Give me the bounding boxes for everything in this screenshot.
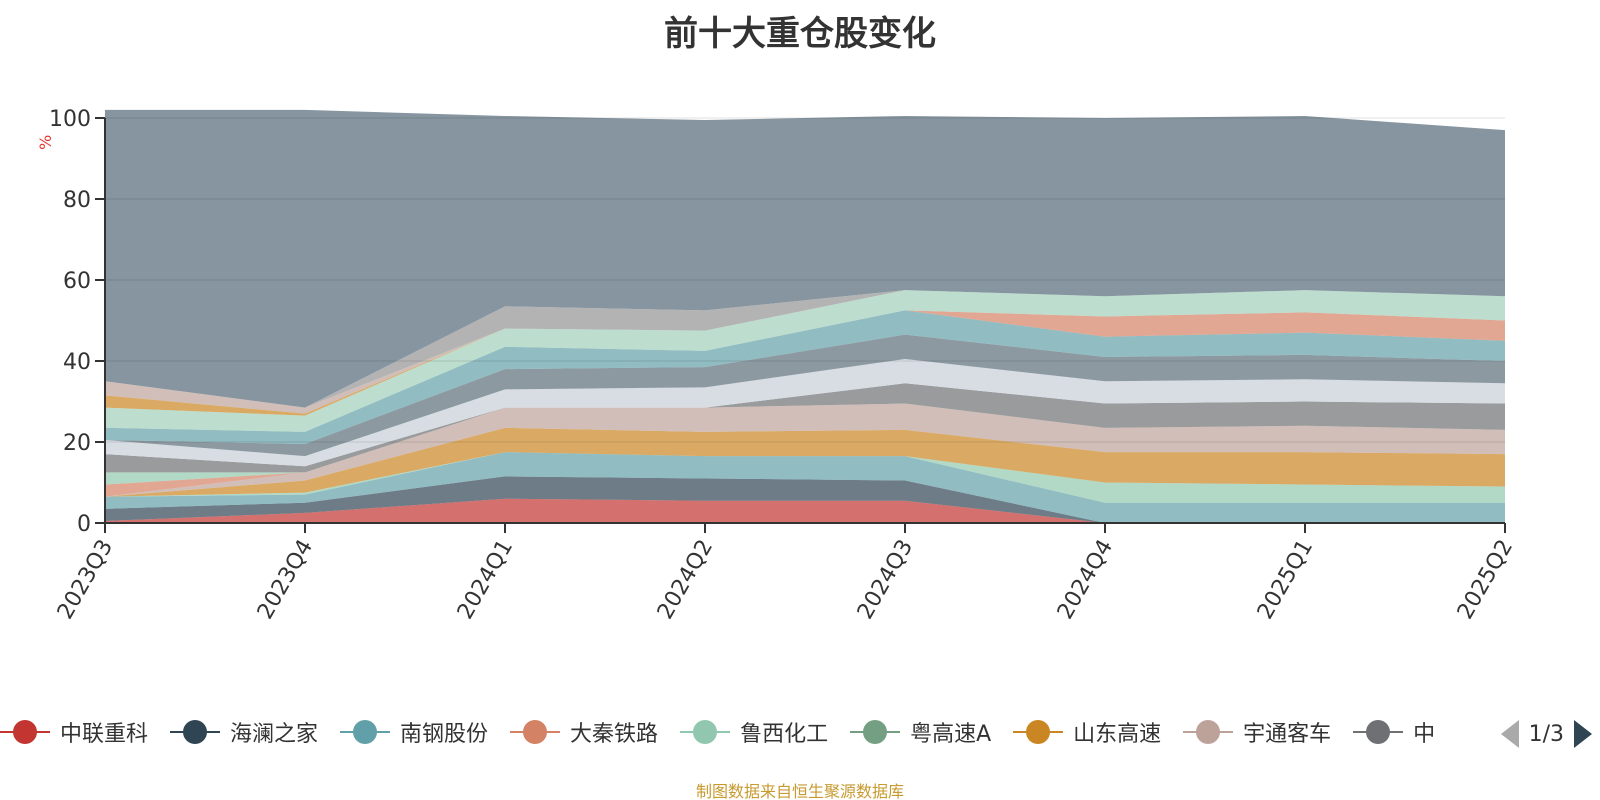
legend-item[interactable]: 山东高速 bbox=[1013, 716, 1161, 748]
y-tick-label: 0 bbox=[77, 512, 91, 537]
y-tick-label: 60 bbox=[63, 269, 91, 294]
legend-item[interactable]: 宇通客车 bbox=[1183, 716, 1331, 748]
area-layer-13 bbox=[105, 290, 1505, 432]
x-tick-label: 2023Q3 bbox=[53, 536, 118, 624]
legend-item[interactable]: 鲁西化工 bbox=[680, 716, 828, 748]
x-tick-label: 2024Q3 bbox=[853, 536, 918, 624]
area-layer-8 bbox=[105, 383, 1505, 473]
legend-marker-icon bbox=[0, 720, 50, 744]
x-tick-label: 2024Q2 bbox=[653, 536, 718, 624]
legend-label: 中 bbox=[1413, 722, 1436, 747]
y-tick-label: 20 bbox=[63, 431, 91, 456]
y-tick-label: 100 bbox=[49, 107, 91, 132]
legend-label: 山东高速 bbox=[1073, 722, 1162, 747]
legend-pager: 1/3 bbox=[1500, 716, 1592, 752]
area-layer-17 bbox=[105, 109, 1505, 408]
legend: 中联重科 海澜之家 南钢股份 大秦铁路 鲁西化工 粤高速A 山东高速 宇通客车 中 bbox=[0, 716, 1490, 752]
area-layer-2 bbox=[105, 452, 1505, 523]
area-layer-3 bbox=[105, 452, 1505, 503]
legend-item[interactable]: 粤高速A bbox=[850, 716, 991, 748]
x-tick-label: 2025Q2 bbox=[1453, 536, 1518, 624]
legend-label: 海澜之家 bbox=[230, 722, 319, 747]
legend-label: 粤高速A bbox=[910, 722, 992, 747]
legend-marker-icon bbox=[680, 720, 731, 744]
x-tick-label: 2024Q1 bbox=[453, 536, 518, 624]
area-layer-10 bbox=[105, 334, 1505, 457]
chart-title: 前十大重仓股变化 bbox=[664, 14, 936, 54]
legend-item[interactable]: 大秦铁路 bbox=[510, 716, 658, 748]
area-layer-12 bbox=[105, 310, 1505, 432]
legend-label: 南钢股份 bbox=[400, 722, 489, 747]
legend-label: 大秦铁路 bbox=[570, 722, 659, 747]
area-layer-11 bbox=[105, 310, 1505, 445]
area-layer-1 bbox=[105, 476, 1505, 523]
previous-page-icon[interactable] bbox=[1500, 720, 1519, 748]
legend-item[interactable]: 中联重科 bbox=[0, 716, 148, 748]
legend-marker-icon bbox=[170, 720, 221, 744]
x-tick-label: 2023Q4 bbox=[253, 536, 318, 624]
stacked-area-chart: 0 20 40 60 80 100 2023Q3 2023Q4 2024Q1 2024Q2 2024… bbox=[49, 107, 1518, 624]
page-indicator: 1/3 bbox=[1528, 721, 1564, 747]
legend-label: 鲁西化工 bbox=[740, 722, 829, 747]
legend-marker-icon bbox=[1013, 720, 1064, 744]
area-layer-0 bbox=[105, 498, 1505, 523]
area-layer-9 bbox=[105, 358, 1505, 467]
legend-marker-icon bbox=[850, 720, 901, 744]
y-tick-label: 40 bbox=[63, 350, 91, 375]
legend-item[interactable]: 海澜之家 bbox=[170, 716, 318, 748]
y-tick-label: 80 bbox=[63, 188, 91, 213]
next-page-icon[interactable] bbox=[1574, 720, 1592, 748]
data-source-note: 制图数据来自恒生聚源数据库 bbox=[695, 782, 904, 800]
x-tick-label: 2025Q1 bbox=[1253, 536, 1318, 624]
legend-marker-icon bbox=[1183, 720, 1234, 744]
legend-marker-icon bbox=[510, 720, 561, 744]
legend-label: 宇通客车 bbox=[1243, 722, 1332, 747]
legend-label: 中联重科 bbox=[60, 722, 149, 747]
legend-marker-icon bbox=[1353, 720, 1404, 744]
area-layer-5 bbox=[105, 403, 1505, 497]
legend-marker-icon bbox=[340, 720, 391, 744]
area-layer-4 bbox=[105, 427, 1505, 497]
legend-item[interactable]: 中 bbox=[1353, 716, 1435, 748]
legend-item[interactable]: 南钢股份 bbox=[340, 716, 488, 748]
area-layer-15 bbox=[105, 290, 1505, 414]
x-tick-label: 2024Q4 bbox=[1053, 536, 1118, 624]
